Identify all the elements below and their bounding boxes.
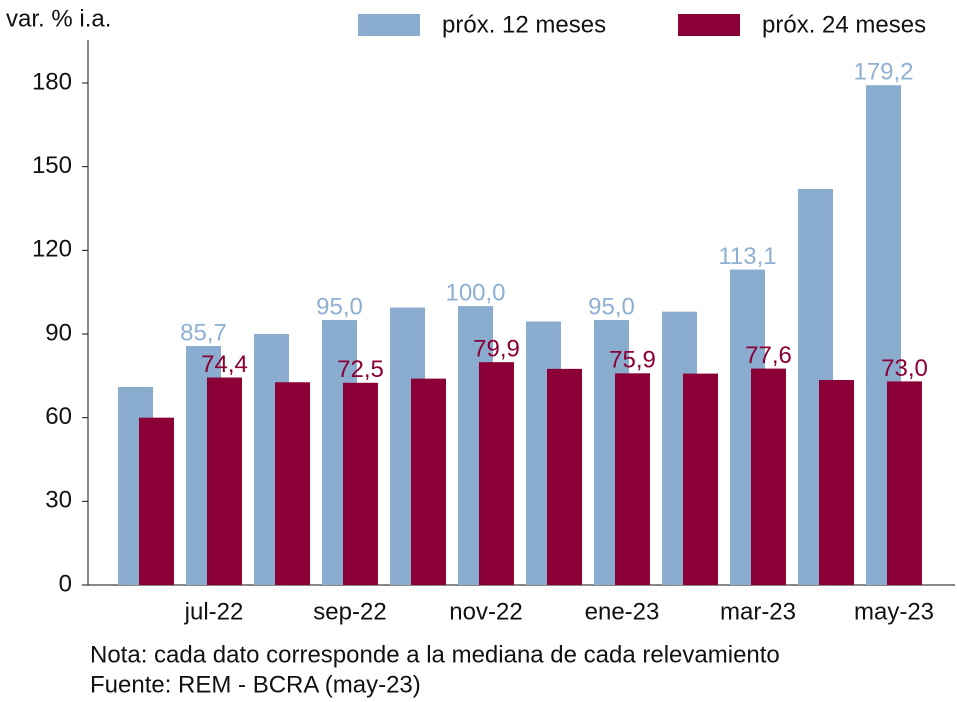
y-tick-label: 120 [32,236,72,263]
legend-swatch [678,14,740,36]
value-label: 85,7 [180,319,227,346]
x-tick-label: ene-23 [585,598,660,625]
legend-label: próx. 12 meses [442,11,606,38]
note: Nota: cada dato corresponde a la mediana… [90,641,780,668]
value-label: 95,0 [588,293,635,320]
value-label: 72,5 [337,356,384,383]
value-label: 179,2 [853,59,913,86]
y-tick-label: 90 [45,319,72,346]
bar [411,378,446,585]
legend-swatch [358,14,420,36]
x-tick-label: sep-22 [313,598,386,625]
x-tick-label: jul-22 [184,598,244,625]
value-label: 74,4 [201,351,248,378]
bar [615,373,650,585]
x-tick-label: may-23 [854,598,934,625]
y-tick-label: 150 [32,152,72,179]
value-label: 100,0 [445,279,505,306]
bar [887,381,922,585]
note: Fuente: REM - BCRA (may-23) [90,671,421,698]
bar [547,368,582,585]
value-label: 73,0 [881,355,928,382]
y-tick-label: 0 [59,570,72,597]
y-tick-label: 30 [45,487,72,514]
bar [343,382,378,585]
bar [479,362,514,585]
legend-label: próx. 24 meses [762,11,926,38]
y-axis-label: var. % i.a. [6,5,111,32]
x-tick-label: nov-22 [449,598,522,625]
bar [275,382,310,585]
value-label: 77,6 [745,342,792,369]
x-tick-label: mar-23 [720,598,796,625]
value-label: 79,9 [473,336,520,363]
value-label: 95,0 [316,293,363,320]
bar [207,377,242,585]
bar [139,417,174,585]
value-label: 75,9 [609,347,656,374]
bar [683,373,718,585]
y-tick-label: 180 [32,68,72,95]
bar [751,368,786,585]
y-tick-label: 60 [45,403,72,430]
value-label: 113,1 [718,243,776,270]
bar [819,380,854,585]
